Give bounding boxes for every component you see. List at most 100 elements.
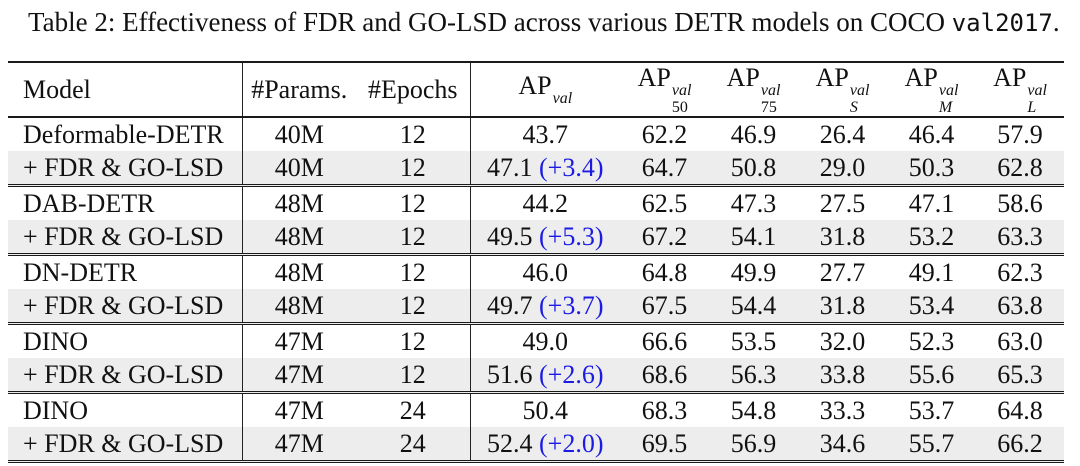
header-cell-epochs: #Epochs xyxy=(356,62,471,117)
model-group: DAB-DETR 48M 12 44.2 62.5 47.3 27.5 47.1 58.6 + F… xyxy=(8,185,1064,255)
cell-ap50: 64.8 xyxy=(641,257,688,287)
cell-ap75: 54.8 xyxy=(730,395,777,425)
cell-aps: 26.4 xyxy=(819,119,866,149)
table-row: + FDR & GO-LSD 47M 24 52.4 (+2.0) 69.5 56.9 34… xyxy=(8,427,1064,462)
cell-epochs: 12 xyxy=(356,358,471,393)
cell-apm: 53.2 xyxy=(908,221,955,251)
caption-code-val2017: val2017 xyxy=(951,9,1053,37)
cell-ap50: 69.5 xyxy=(641,428,688,458)
cell-model: + FDR & GO-LSD xyxy=(8,151,243,186)
cell-ap75: 47.3 xyxy=(730,188,777,218)
ap-supsub: val 75 xyxy=(760,82,781,116)
cell-apm: 50.3 xyxy=(908,152,955,182)
cell-apl: 63.0 xyxy=(997,326,1043,356)
model-group: DN-DETR 48M 12 46.0 64.8 49.9 27.7 49.1 62.3 + FD… xyxy=(8,254,1064,324)
cell-apm: 52.3 xyxy=(908,326,955,356)
ap-delta: (+2.6) xyxy=(539,359,604,389)
model-group: DINO 47M 24 50.4 68.3 54.8 33.3 53.7 64.8 + FDR &… xyxy=(8,392,1064,462)
cell-aps: 27.7 xyxy=(819,257,866,287)
cell-ap75: 50.8 xyxy=(730,152,777,182)
cell-ap75: 54.4 xyxy=(730,290,777,320)
cell-ap: 49.5 (+5.3) xyxy=(487,221,604,251)
table-row: + FDR & GO-LSD 48M 12 49.7 (+3.7) 67.5 54.4 31… xyxy=(8,289,1064,324)
cell-apm: 47.1 xyxy=(908,188,955,218)
cell-apm: 46.4 xyxy=(908,119,955,149)
cell-apm: 55.6 xyxy=(908,359,955,389)
cell-aps: 32.0 xyxy=(819,326,866,356)
cell-ap50: 62.2 xyxy=(641,119,688,149)
header-cell-ap-l: AP val L xyxy=(993,63,1047,116)
cell-epochs: 12 xyxy=(356,289,471,324)
cell-aps: 31.8 xyxy=(819,290,866,320)
cell-model: + FDR & GO-LSD xyxy=(8,358,243,393)
cell-apl: 58.6 xyxy=(997,188,1043,218)
caption-period: . xyxy=(1052,7,1060,37)
header-row: Model #Params. #Epochs AP val AP val 50 AP val… xyxy=(8,62,1064,117)
ap-supsub: val L xyxy=(1027,82,1047,116)
cell-epochs: 12 xyxy=(356,323,471,358)
table-row: + FDR & GO-LSD 40M 12 47.1 (+3.4) 64.7 50.8 29… xyxy=(8,151,1064,186)
cell-epochs: 24 xyxy=(356,427,471,462)
cell-aps: 27.5 xyxy=(819,188,866,218)
table-row: + FDR & GO-LSD 47M 12 51.6 (+2.6) 68.6 56.3 33… xyxy=(8,358,1064,393)
cell-ap: 47.1 (+3.4) xyxy=(487,152,604,182)
cell-model: DN-DETR xyxy=(8,254,243,289)
cell-model: Deformable-DETR xyxy=(8,117,243,151)
ap-supsub: val S xyxy=(849,82,870,116)
cell-model: DINO xyxy=(8,323,243,358)
cell-params: 48M xyxy=(274,188,324,218)
ap-delta: (+3.7) xyxy=(539,290,604,320)
cell-ap: 49.7 (+3.7) xyxy=(487,290,604,320)
cell-params: 48M xyxy=(274,221,324,251)
table-row: DN-DETR 48M 12 46.0 64.8 49.9 27.7 49.1 62.3 xyxy=(8,254,1064,289)
table-row: + FDR & GO-LSD 48M 12 49.5 (+5.3) 67.2 54.1 31… xyxy=(8,220,1064,255)
ap-delta: (+3.4) xyxy=(539,152,604,182)
ap-supsub: val 50 xyxy=(671,82,692,116)
cell-ap: 46.0 xyxy=(522,257,569,287)
cell-apl: 57.9 xyxy=(997,119,1043,149)
cell-ap: 52.4 (+2.0) xyxy=(487,428,604,458)
cell-apl: 65.3 xyxy=(997,359,1043,389)
cell-apl: 63.3 xyxy=(997,221,1043,251)
cell-params: 40M xyxy=(274,152,324,182)
cell-ap50: 66.6 xyxy=(641,326,688,356)
cell-model: + FDR & GO-LSD xyxy=(8,220,243,255)
cell-ap50: 62.5 xyxy=(641,188,688,218)
cell-ap: 43.7 xyxy=(522,119,569,149)
table-row: DINO 47M 12 49.0 66.6 53.5 32.0 52.3 63.0 xyxy=(8,323,1064,358)
cell-apm: 53.7 xyxy=(908,395,955,425)
header-cell-ap-m: AP val M xyxy=(904,63,959,116)
cell-epochs: 12 xyxy=(356,185,471,220)
cell-epochs: 12 xyxy=(356,220,471,255)
cell-model: DINO xyxy=(8,392,243,427)
cell-apm: 53.4 xyxy=(908,290,955,320)
cell-ap: 50.4 xyxy=(522,395,569,425)
caption-text: Table 2: Effectiveness of FDR and GO-LSD… xyxy=(28,7,952,37)
model-group: Deformable-DETR 40M 12 43.7 62.2 46.9 26.4 46.4… xyxy=(8,117,1064,186)
cell-model: + FDR & GO-LSD xyxy=(8,289,243,324)
cell-params: 40M xyxy=(274,119,324,149)
cell-aps: 29.0 xyxy=(819,152,866,182)
header-cell-ap-s: AP val S xyxy=(815,63,870,116)
cell-epochs: 12 xyxy=(356,117,471,151)
cell-apl: 62.8 xyxy=(997,152,1043,182)
cell-aps: 31.8 xyxy=(819,221,866,251)
header-cell-ap: AP val xyxy=(518,71,573,107)
header-cell-params: #Params. xyxy=(251,74,348,104)
cell-aps: 33.3 xyxy=(819,395,866,425)
cell-model: + FDR & GO-LSD xyxy=(8,427,243,462)
cell-ap: 44.2 xyxy=(522,188,569,218)
cell-ap75: 53.5 xyxy=(730,326,777,356)
cell-ap75: 49.9 xyxy=(730,257,777,287)
cell-apl: 62.3 xyxy=(997,257,1043,287)
cell-ap50: 67.5 xyxy=(641,290,688,320)
table-row: DAB-DETR 48M 12 44.2 62.5 47.3 27.5 47.1 58.6 xyxy=(8,185,1064,220)
table-header: Model #Params. #Epochs AP val AP val 50 AP val… xyxy=(8,62,1064,117)
ap-delta: (+5.3) xyxy=(539,221,604,251)
cell-epochs: 12 xyxy=(356,151,471,186)
cell-params: 47M xyxy=(274,359,324,389)
cell-ap75: 54.1 xyxy=(730,221,777,251)
results-table: Model #Params. #Epochs AP val AP val 50 AP val… xyxy=(8,61,1064,463)
ap-supsub: val xyxy=(552,90,573,107)
cell-apm: 49.1 xyxy=(908,257,955,287)
